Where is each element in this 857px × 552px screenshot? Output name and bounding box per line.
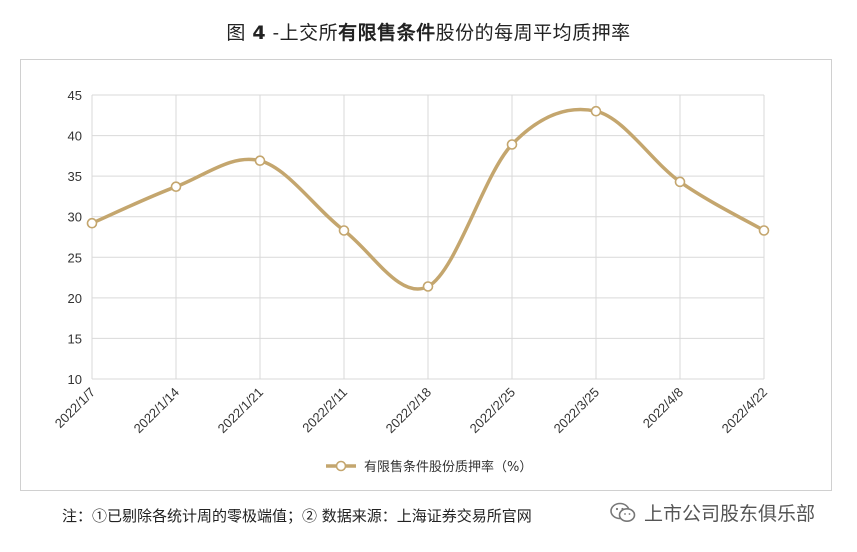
y-tick-label: 20 bbox=[68, 291, 82, 306]
y-tick-label: 35 bbox=[68, 169, 82, 184]
x-tick-label: 2022/1/14 bbox=[131, 385, 183, 437]
x-tick-label: 2022/2/18 bbox=[383, 385, 435, 437]
data-point bbox=[506, 139, 518, 150]
footnote: 注：①已剔除各统计周的零极端值；② 数据来源：上海证券交易所官网 bbox=[62, 507, 532, 525]
legend-label: 有限售条件股份质押率（%） bbox=[364, 459, 532, 475]
data-point bbox=[758, 225, 770, 236]
legend-marker bbox=[335, 460, 347, 472]
data-point bbox=[86, 217, 98, 229]
x-tick-label: 2022/1/21 bbox=[215, 385, 267, 437]
watermark: 上市公司股东俱乐部 bbox=[610, 499, 815, 526]
data-point bbox=[590, 105, 602, 117]
y-tick-label: 25 bbox=[68, 250, 82, 265]
title-part2: 股份的每周平均质押率 bbox=[435, 22, 631, 44]
data-point bbox=[422, 281, 434, 292]
y-tick-label: 45 bbox=[68, 88, 82, 103]
x-tick-label: 2022/1/7 bbox=[52, 385, 98, 431]
data-point bbox=[674, 176, 686, 188]
title-part1: 上交所 bbox=[279, 22, 339, 44]
x-tick-label: 2022/4/22 bbox=[719, 385, 771, 437]
title-separator: - bbox=[266, 22, 280, 44]
chart-title: 图 4 -上交所有限售条件股份的每周平均质押率 bbox=[0, 18, 857, 45]
y-tick-label: 10 bbox=[68, 372, 82, 387]
data-point bbox=[170, 181, 182, 192]
x-tick-label: 2022/4/8 bbox=[640, 385, 686, 431]
y-tick-label: 30 bbox=[68, 210, 82, 225]
y-tick-label: 40 bbox=[68, 129, 82, 144]
x-tick-label: 2022/3/25 bbox=[551, 385, 603, 437]
title-prefix: 图 bbox=[226, 22, 253, 44]
x-tick-label: 2022/2/25 bbox=[467, 385, 519, 437]
wechat-icon bbox=[610, 502, 636, 524]
watermark-text: 上市公司股东俱乐部 bbox=[644, 503, 816, 525]
data-point bbox=[338, 225, 350, 236]
data-point bbox=[254, 155, 266, 167]
chart-frame bbox=[20, 59, 832, 491]
title-bold: 有限售条件 bbox=[338, 22, 436, 44]
x-tick-label: 2022/2/11 bbox=[299, 385, 350, 436]
title-number: 4 bbox=[252, 22, 267, 44]
y-tick-label: 15 bbox=[68, 331, 82, 346]
